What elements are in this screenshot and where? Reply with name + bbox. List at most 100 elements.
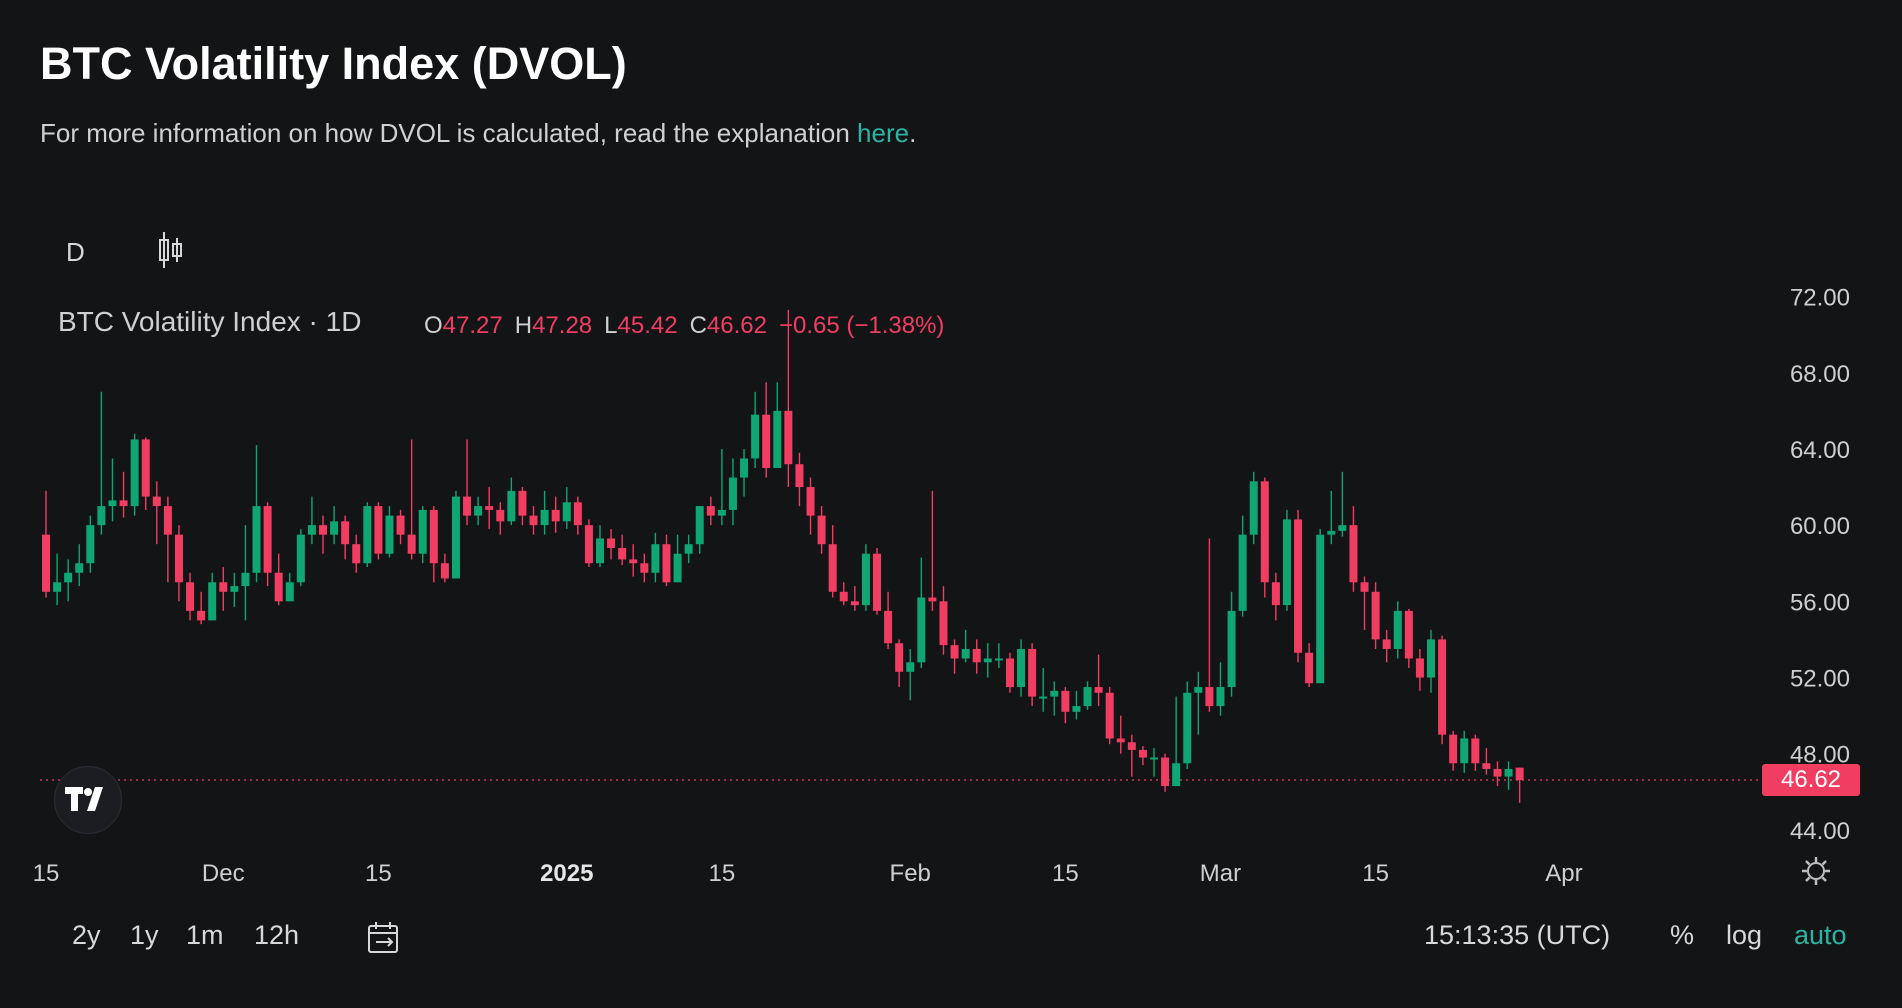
subtitle-suffix: . (909, 118, 917, 148)
candle-body (440, 563, 449, 579)
candle-body (817, 515, 826, 545)
candle-body (839, 591, 848, 602)
x-axis-tick-label: 2025 (540, 860, 593, 887)
settings-gear-icon[interactable] (1800, 855, 1832, 887)
range-2y-button[interactable]: 2y (72, 920, 101, 950)
candle-body (1482, 763, 1491, 769)
candle-body (906, 662, 915, 672)
y-axis-tick-label: 72.00 (1790, 285, 1850, 312)
candle-body (496, 509, 505, 522)
high-value: 47.28 (532, 312, 593, 339)
x-axis-tick-label: 15 (365, 860, 392, 887)
y-axis-tick-label: 68.00 (1790, 361, 1850, 388)
candle-body (1471, 738, 1480, 764)
low-label: L (604, 312, 618, 339)
candle-body (363, 506, 372, 564)
candle-body (895, 643, 904, 672)
candle-body (1404, 610, 1413, 659)
candle-body (64, 572, 73, 583)
chart-legend-symbol: BTC Volatility Index · 1D (58, 306, 362, 337)
change-value: −0.65 (−1.38%) (778, 312, 945, 339)
candle-body (518, 490, 527, 516)
x-axis-tick-label: Mar (1200, 860, 1241, 887)
candle-body (197, 610, 206, 621)
candlestick-icon[interactable] (155, 230, 185, 270)
close-value: 46.62 (706, 312, 767, 339)
candle-body (607, 538, 616, 548)
candle-body (673, 553, 682, 583)
candle-body (1515, 767, 1524, 780)
range-1y-button[interactable]: 1y (130, 920, 159, 950)
tradingview-logo-icon[interactable] (54, 766, 122, 834)
y-axis-tick-label: 60.00 (1790, 513, 1850, 540)
candle-body (1194, 687, 1203, 693)
candle-body (1382, 639, 1391, 649)
date-range-calendar-icon[interactable] (366, 920, 402, 956)
range-1m-button[interactable]: 1m (186, 920, 224, 950)
log-scale-toggle[interactable]: log (1726, 920, 1763, 950)
candle-body (1338, 525, 1347, 531)
candle-body (418, 509, 427, 554)
candle-body (1438, 639, 1447, 735)
x-axis-tick-label: Feb (890, 860, 931, 887)
x-axis-tick-label: Apr (1545, 860, 1582, 887)
candle-body (1282, 519, 1291, 606)
candle-body (307, 525, 316, 535)
candle-body (485, 506, 494, 510)
candle-body (1150, 757, 1158, 760)
candle-body (1371, 591, 1380, 640)
candle-body (152, 496, 161, 507)
candle-body (1061, 690, 1070, 712)
candle-body (873, 553, 881, 611)
candle-body (163, 506, 172, 535)
candle-body (1360, 582, 1369, 592)
candle-body (429, 509, 438, 564)
candle-body (1172, 763, 1181, 787)
candle-body (1493, 768, 1502, 777)
candle-body (97, 506, 106, 526)
candle-body (1415, 658, 1424, 678)
candle-body (861, 553, 870, 606)
page-title: BTC Volatility Index (DVOL) (40, 38, 627, 89)
candle-body (1050, 690, 1059, 697)
tv-logo-icon (65, 787, 103, 811)
candle-body (53, 582, 62, 592)
candle-body (174, 534, 183, 583)
x-axis-tick-label: 15 (1052, 860, 1079, 887)
candle-body (551, 509, 560, 522)
candle-body (219, 582, 228, 592)
candle-body (186, 582, 195, 611)
candle-body (296, 534, 305, 583)
low-value: 45.42 (617, 312, 678, 339)
interval-button[interactable]: D (66, 237, 85, 267)
explanation-link[interactable]: here (857, 118, 910, 148)
candle-body (1183, 692, 1192, 764)
candle-body (1449, 734, 1458, 764)
candle-body (230, 586, 239, 592)
range-12h-button[interactable]: 12h (254, 920, 300, 950)
candle-body (573, 502, 582, 526)
candle-body (618, 548, 627, 560)
candle-body (330, 521, 339, 535)
candle-body (751, 414, 760, 459)
candle-body (828, 544, 837, 592)
clock-time[interactable]: 15:13:35 (UTC) (1424, 920, 1611, 950)
percent-scale-toggle[interactable]: % (1670, 920, 1695, 950)
candle-body (1116, 738, 1125, 743)
candle-body (385, 515, 394, 554)
candle-body (141, 439, 150, 497)
open-value: 47.27 (442, 312, 503, 339)
candle-body (285, 582, 294, 602)
candle-body (1504, 768, 1513, 777)
auto-scale-toggle[interactable]: auto (1794, 920, 1847, 950)
candle-body (463, 496, 472, 516)
candle-body (928, 597, 937, 602)
candle-body (584, 525, 593, 564)
candle-body (695, 506, 704, 545)
candle-body (562, 502, 571, 522)
candle-body (629, 559, 638, 564)
high-label: H (514, 312, 533, 339)
candle-body (451, 496, 460, 579)
candle-body (640, 563, 649, 573)
